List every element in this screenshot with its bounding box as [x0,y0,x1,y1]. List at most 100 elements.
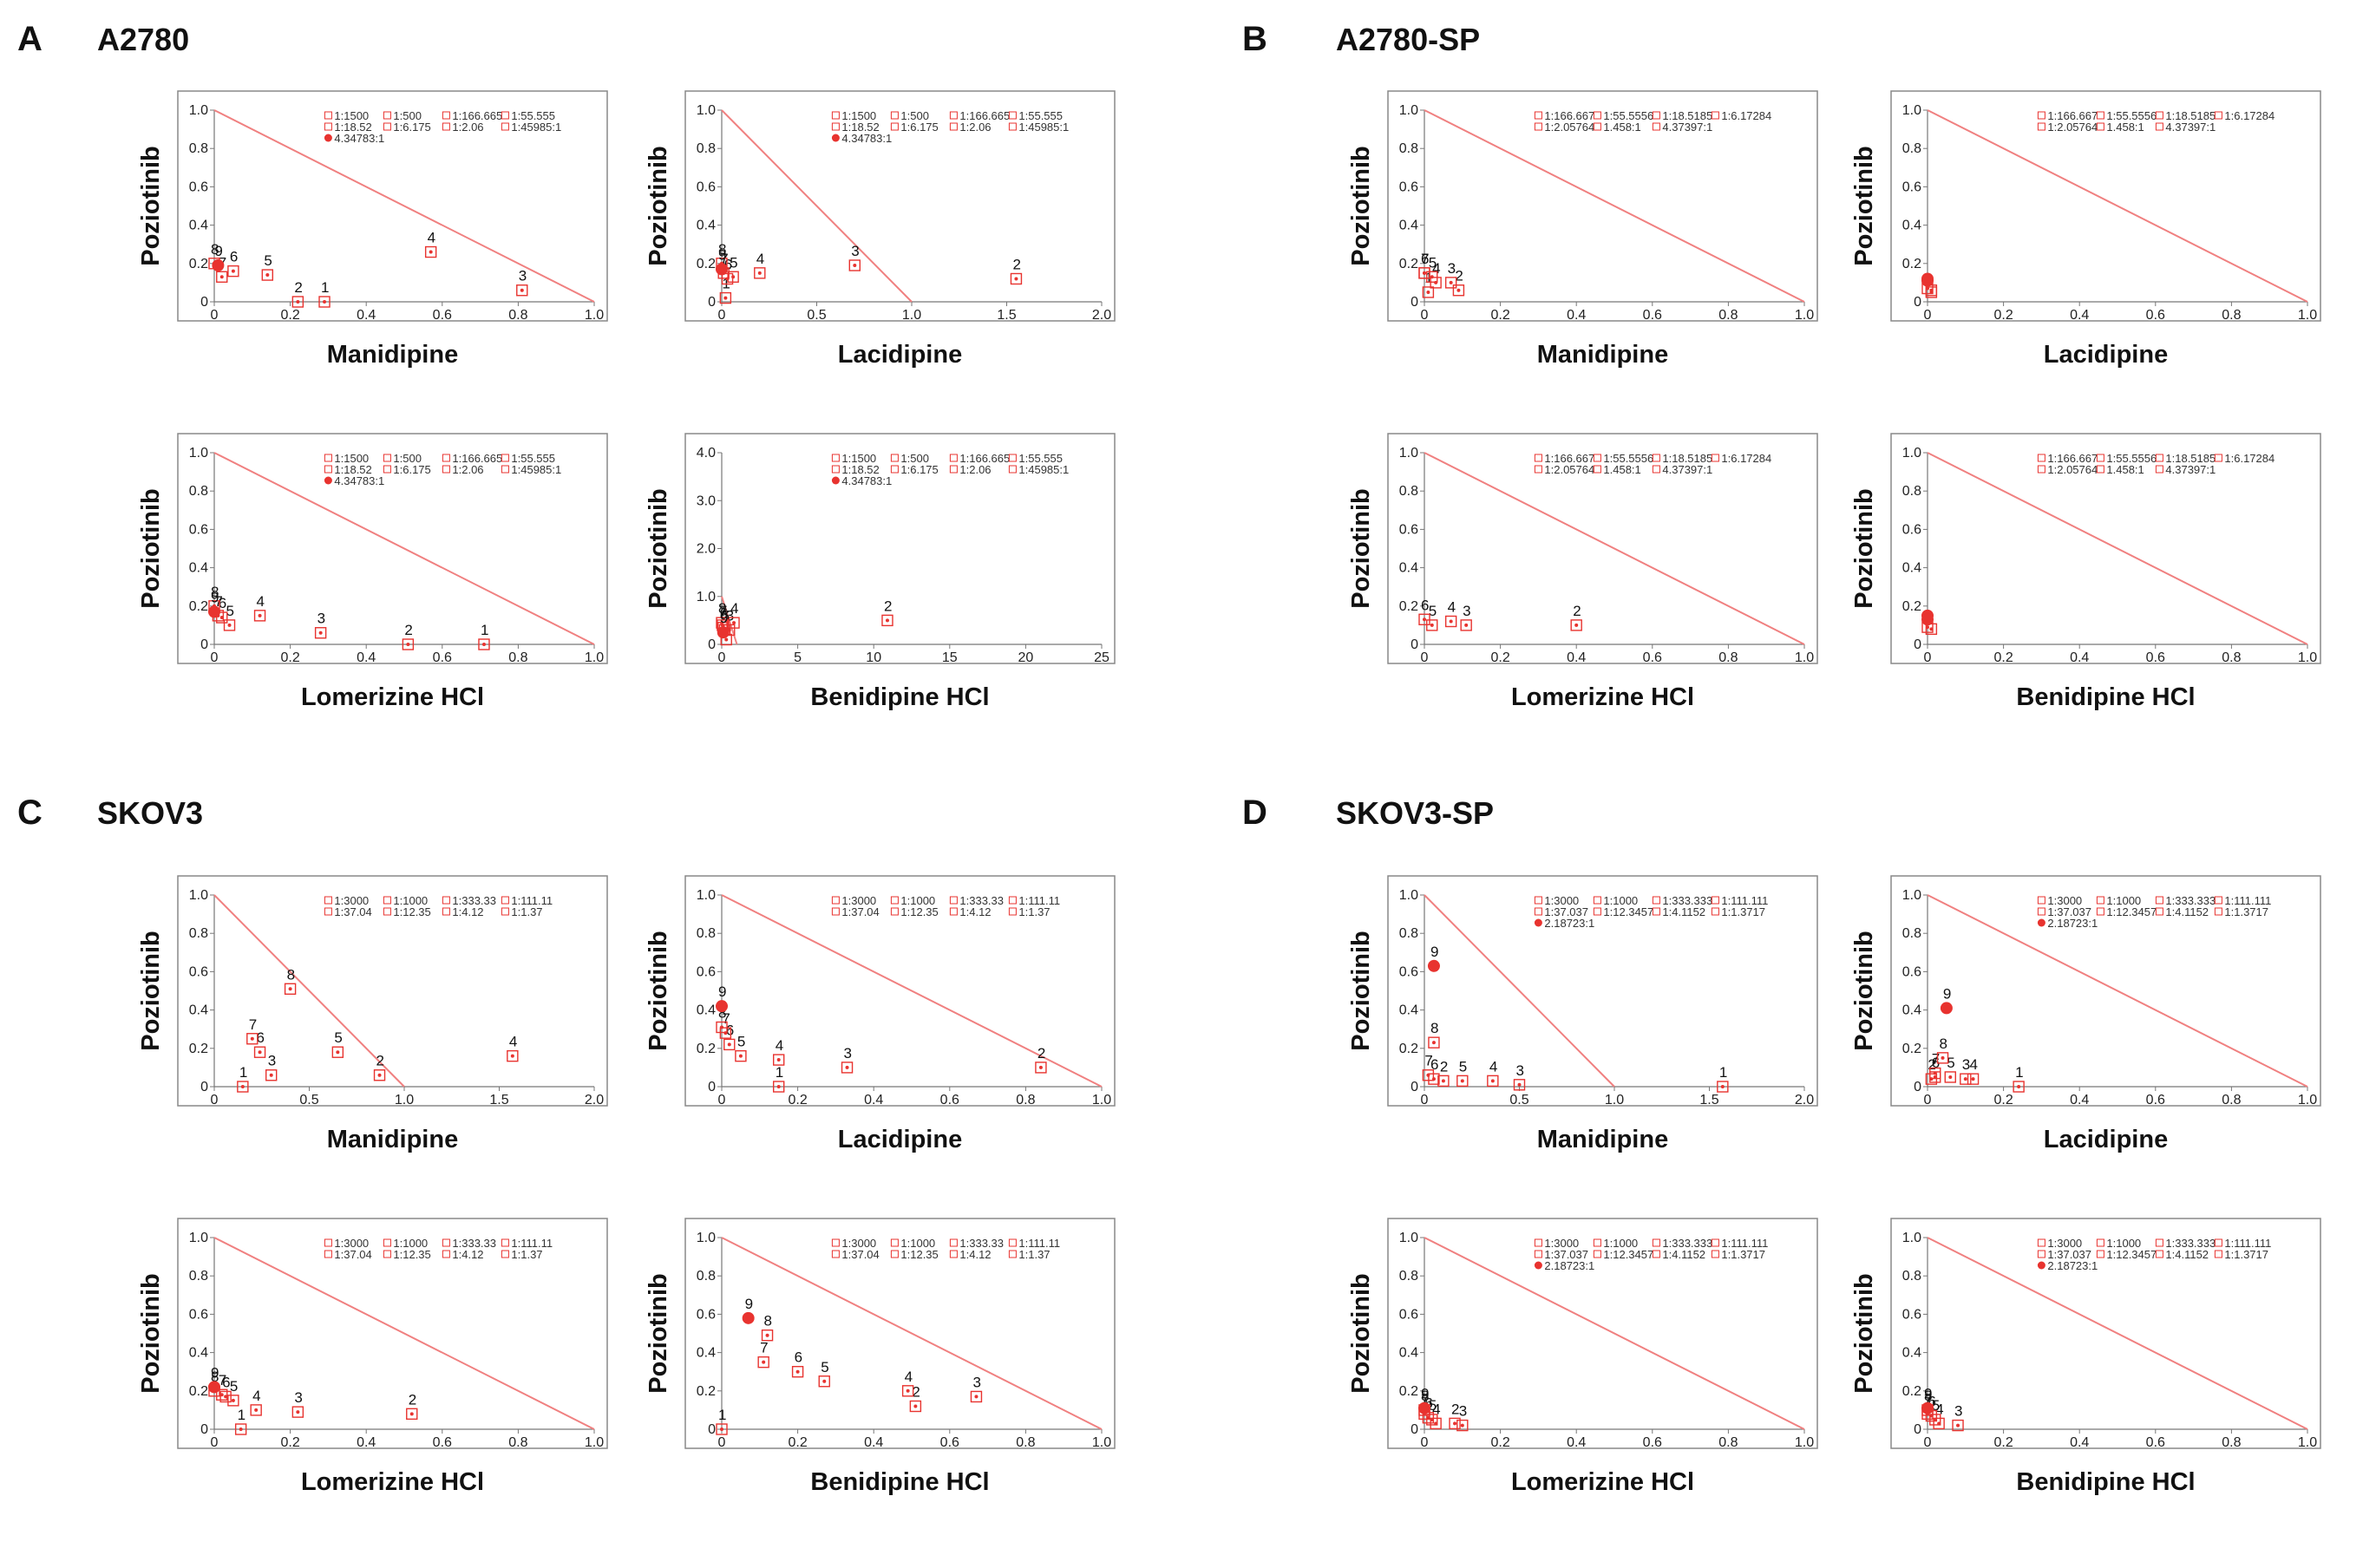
legend-marker [1652,111,1660,120]
data-point-center [219,1393,224,1397]
data-point-label: 7 [1421,1391,1429,1408]
plot-frame [1387,90,1818,322]
data-point [1921,272,1934,285]
legend-entry: 1:2.05764 [2047,463,2098,476]
legend-entry: 1:37.037 [1544,905,1588,918]
legend-entry: 1:3000 [2047,894,2082,907]
data-point-center [1464,623,1469,627]
data-point-label: 6 [720,605,728,622]
data-point [216,611,228,624]
panel-title: SKOV3 [97,795,203,831]
data-point-center [906,1388,910,1393]
legend-marker [831,111,840,120]
x-axis-title: Lomerizine HCl [1511,1468,1694,1496]
panel-title: A2780 [97,22,189,57]
x-tick-label: 0.6 [940,1093,959,1107]
legend-marker [324,465,332,474]
y-tick-label: 0 [708,1080,716,1094]
data-point-label: 1 [2015,1064,2023,1081]
chart-d-4: 0 0.2 0.4 0.6 0.8 1.000.20.40.60.81.0 1:3000 1:… [1850,1218,2321,1496]
legend-entry: 4.34783:1 [841,474,892,487]
data-point [791,1365,804,1378]
plot-frame [177,433,608,664]
x-axis-title: Lomerizine HCl [301,1468,484,1496]
panel-letter: B [1242,20,1267,58]
legend-entry: 1:333.333 [2165,1237,2216,1250]
x-tick-label: 0.4 [1567,308,1586,323]
y-tick-label: 0 [1914,1422,1921,1437]
data-point [723,1038,736,1051]
data-point [1422,286,1435,298]
data-point-center [1456,288,1461,292]
data-point-label: 8 [1421,1388,1429,1404]
data-point [1921,282,1934,295]
y-tick-label: 1.0 [1399,1231,1418,1245]
legend-marker [2096,1238,2104,1247]
x-tick-label: 0.5 [1509,1093,1528,1107]
legend-marker [1534,1250,1542,1258]
data-point [1960,1073,1972,1085]
data-point-center [240,1085,245,1088]
legend-entry: 1:1000 [1603,894,1638,907]
x-axis-title: Benidipine HCl [810,1468,989,1496]
plot-frame [1890,90,2321,322]
panel-letter: D [1242,794,1267,832]
legend-entry: 1:166.665 [452,452,502,465]
data-point-center [1926,625,1929,630]
data-point [402,638,415,650]
data-point-label: 1 [239,1064,247,1081]
legend-marker [2037,1250,2045,1258]
data-point [773,1081,785,1093]
legend-entry: 1.458:1 [2106,463,2144,476]
y-tick-label: 1.0 [1399,446,1418,461]
data-point-center [288,987,292,991]
x-tick-label: 2.0 [1092,308,1111,323]
chart-a-2: 0 0.5 1.0 1.5 2.0 0 0.2 0.4 0.6 0.8 1.0 1:1500 1:500… [645,90,1116,369]
x-tick-label: 0 [211,1093,219,1107]
data-point [216,1388,228,1401]
legend-entry: 1:166.667 [2047,452,2098,465]
legend-marker [890,454,899,462]
data-point [314,627,327,639]
data-point [970,1390,983,1403]
x-tick-label: 0.4 [1567,1435,1586,1450]
legend-entry: 1:4.1152 [2165,1248,2209,1261]
legend-entry: 4.37397:1 [2165,463,2216,476]
x-axis-title: Lacidipine [838,1126,962,1153]
data-point-label: 2 [404,622,412,638]
legend-entry: 2.18723:1 [1544,917,1594,930]
plot-frame [1890,875,2321,1107]
data-point-center [1956,1423,1960,1428]
legend-entry: 1:3000 [1544,1237,1579,1250]
legend-marker [2037,111,2045,120]
data-point-center [258,613,262,617]
data-point [265,1069,278,1081]
data-point-label: 1 [776,1064,783,1081]
y-tick-label: 1.0 [697,103,716,118]
data-point-label: 4 [257,593,265,610]
legend-marker [890,1238,899,1247]
y-tick-label: 1.0 [1902,1231,1921,1245]
additivity-line [213,452,595,645]
legend-marker [1711,1238,1719,1247]
legend-marker [890,111,899,120]
legend-entry: 1:1.3717 [2224,905,2268,918]
x-tick-label: 0.4 [2070,650,2089,665]
y-tick-label: 1.0 [189,103,208,118]
x-tick-label: 0 [718,1093,726,1107]
data-point-center [822,1379,827,1383]
data-point-label: 8 [1430,1020,1438,1036]
x-tick-label: 1.0 [2298,308,2317,323]
data-point-center [323,300,327,304]
data-point-label: 1 [1719,1064,1727,1081]
data-point-center [845,1065,849,1069]
data-point-label: 3 [294,1389,302,1406]
legend-marker [1652,896,1660,905]
data-point [716,1423,728,1435]
y-axis-title: Poziotinib [1347,488,1375,609]
y-tick-label: 0.6 [1399,964,1418,979]
x-tick-label: 0 [1421,650,1429,665]
y-tick-label: 0 [1914,295,1921,310]
data-point-center [738,1054,743,1058]
y-tick-label: 0.4 [189,1003,208,1018]
